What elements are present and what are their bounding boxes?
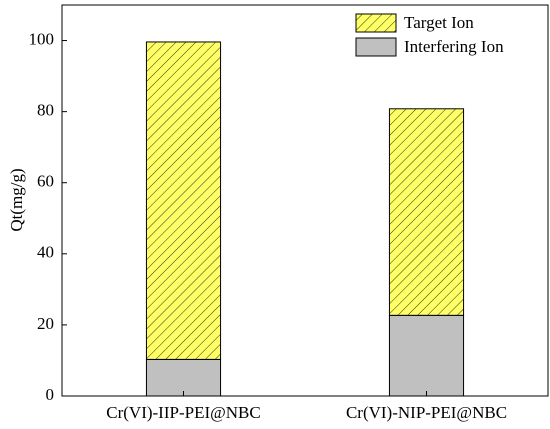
- legend-label: Target Ion: [404, 13, 474, 32]
- legend-label: Interfering Ion: [404, 37, 504, 56]
- legend-swatch: [355, 37, 397, 57]
- bar-segment: [388, 108, 465, 316]
- y-tick-label: 60: [37, 172, 54, 191]
- y-tick-label: 80: [37, 101, 54, 120]
- bar-segment: [145, 41, 222, 360]
- legend-swatch: [355, 13, 397, 33]
- y-tick-label: 40: [37, 243, 54, 262]
- y-axis-label: Qt(mg/g): [7, 168, 26, 231]
- x-tick-label: Cr(VI)-NIP-PEI@NBC: [346, 403, 507, 422]
- y-tick-label: 0: [46, 385, 55, 404]
- x-tick-label: Cr(VI)-IIP-PEI@NBC: [106, 403, 260, 422]
- y-tick-label: 20: [37, 314, 54, 333]
- bar-segment: [388, 314, 465, 397]
- bar-segment: [145, 358, 222, 397]
- plot-frame: [61, 4, 549, 397]
- y-tick-label: 100: [29, 29, 55, 48]
